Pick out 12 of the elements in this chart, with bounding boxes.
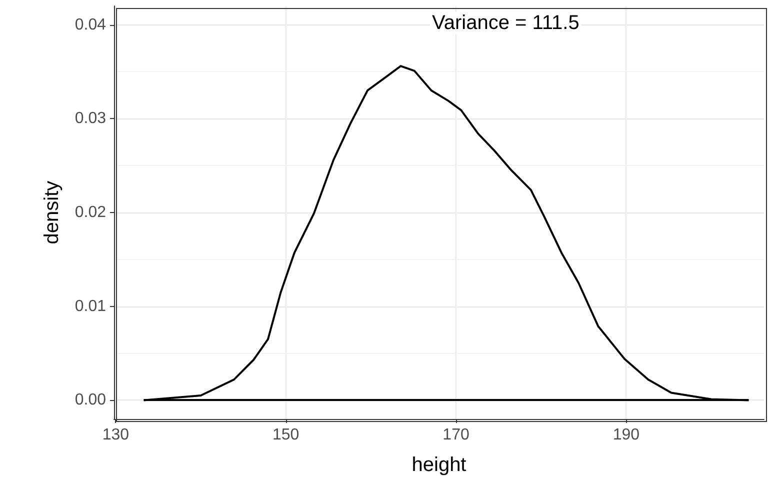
x-axis-title: height [412, 454, 467, 476]
annotation: Variance = 111.5 [432, 12, 580, 34]
x-tick-label: 130 [102, 426, 130, 444]
y-axis-title: density [41, 180, 63, 244]
y-tick-label: 0.03 [74, 110, 106, 128]
y-tick-label: 0.01 [74, 298, 106, 315]
x-tick-label: 150 [272, 426, 300, 444]
y-tick-label: 0.00 [74, 392, 106, 409]
y-tick-label: 0.04 [74, 16, 106, 34]
x-tick-label: 170 [442, 426, 470, 444]
x-tick-label: 190 [612, 426, 640, 444]
y-tick-label: 0.02 [74, 204, 106, 221]
